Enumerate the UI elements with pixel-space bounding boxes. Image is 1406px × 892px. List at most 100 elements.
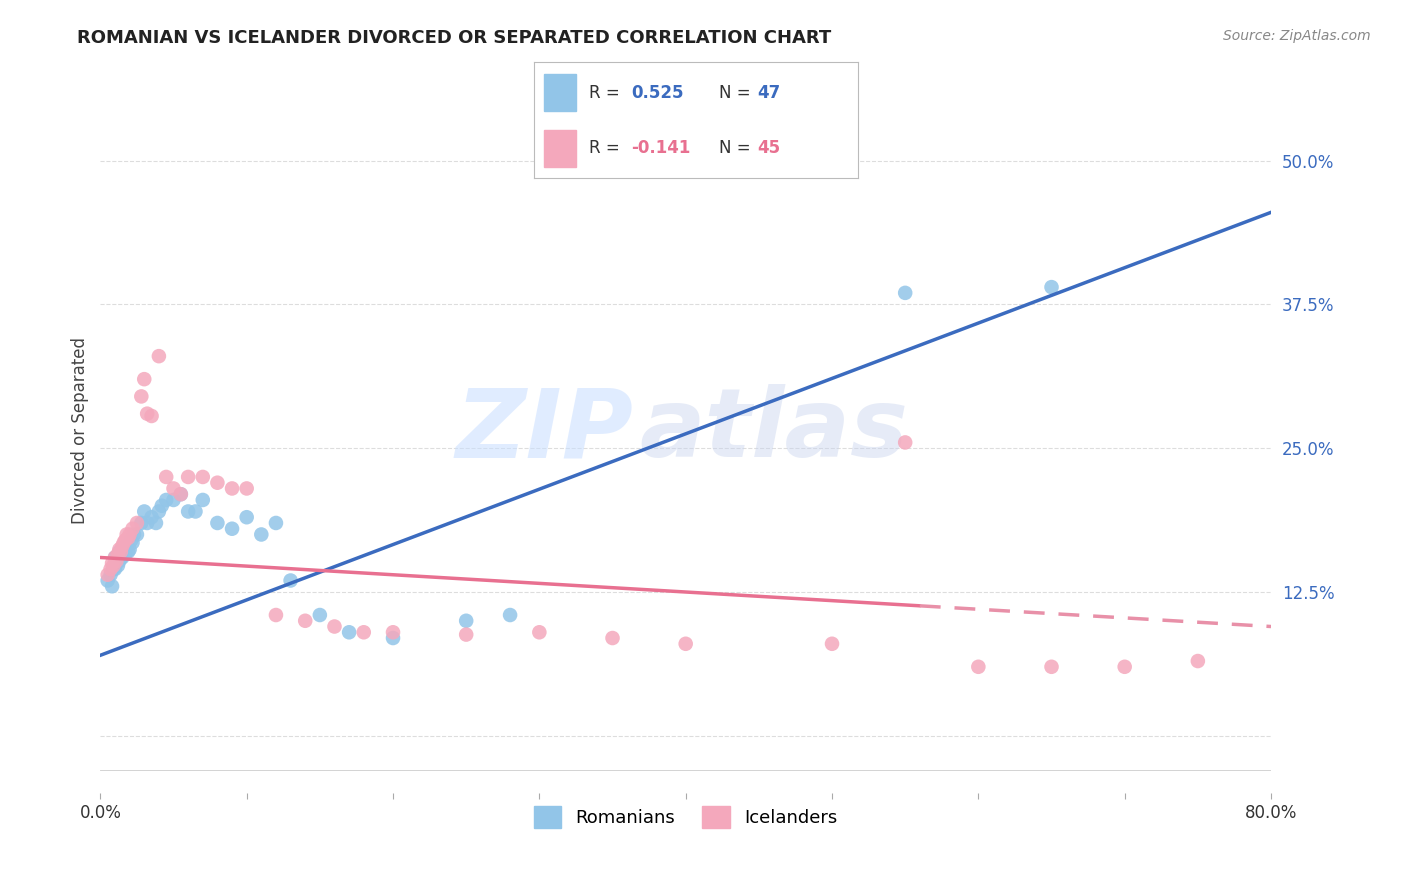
Y-axis label: Divorced or Separated: Divorced or Separated: [72, 337, 89, 524]
Point: [264, 607, 287, 622]
Point: [1114, 660, 1136, 674]
Point: [131, 389, 153, 403]
Point: [105, 556, 128, 570]
Point: [221, 482, 243, 496]
Point: [112, 535, 135, 549]
Point: [104, 550, 127, 565]
Point: [121, 535, 143, 549]
Legend: Romanians, Icelanders: Romanians, Icelanders: [527, 798, 845, 835]
Point: [382, 631, 405, 645]
Point: [1187, 654, 1209, 668]
Bar: [544, 129, 576, 167]
Point: [115, 527, 138, 541]
Point: [104, 562, 127, 576]
Point: [382, 625, 405, 640]
Point: [155, 470, 177, 484]
Point: [101, 579, 124, 593]
Text: R =: R =: [589, 139, 626, 157]
Point: [675, 637, 697, 651]
Text: 0.525: 0.525: [631, 84, 683, 102]
Point: [141, 409, 163, 423]
Point: [207, 516, 229, 530]
Point: [105, 554, 128, 568]
Point: [110, 550, 132, 565]
Point: [337, 625, 360, 640]
Point: [104, 550, 127, 565]
Point: [134, 372, 156, 386]
Point: [499, 607, 522, 622]
Point: [117, 531, 139, 545]
Point: [134, 504, 156, 518]
Point: [118, 542, 141, 557]
Point: [107, 547, 129, 561]
Point: [97, 574, 120, 588]
Point: [118, 527, 141, 541]
Text: ROMANIAN VS ICELANDER DIVORCED OR SEPARATED CORRELATION CHART: ROMANIAN VS ICELANDER DIVORCED OR SEPARA…: [77, 29, 831, 46]
Point: [602, 631, 624, 645]
Point: [108, 542, 131, 557]
Point: [108, 554, 131, 568]
Point: [235, 510, 257, 524]
Point: [162, 492, 184, 507]
Text: N =: N =: [718, 84, 755, 102]
Text: R =: R =: [589, 84, 626, 102]
Point: [111, 539, 134, 553]
Point: [221, 522, 243, 536]
Text: -0.141: -0.141: [631, 139, 690, 157]
Point: [145, 516, 167, 530]
Point: [184, 504, 207, 518]
Text: Source: ZipAtlas.com: Source: ZipAtlas.com: [1223, 29, 1371, 43]
Point: [162, 482, 184, 496]
Point: [141, 510, 163, 524]
Point: [114, 547, 136, 561]
Point: [967, 660, 990, 674]
Point: [1040, 660, 1063, 674]
Point: [529, 625, 551, 640]
Point: [894, 435, 917, 450]
Point: [108, 545, 131, 559]
Point: [111, 550, 134, 565]
Point: [821, 637, 844, 651]
Point: [125, 516, 148, 530]
Point: [170, 487, 193, 501]
Point: [170, 487, 193, 501]
Point: [120, 533, 142, 548]
Point: [191, 492, 214, 507]
Text: atlas: atlas: [638, 384, 908, 477]
Point: [97, 567, 120, 582]
Bar: [544, 74, 576, 112]
Point: [121, 522, 143, 536]
Point: [308, 607, 330, 622]
Point: [114, 533, 136, 548]
Point: [100, 567, 122, 582]
Point: [894, 285, 917, 300]
Point: [115, 539, 138, 553]
Point: [456, 614, 478, 628]
Text: N =: N =: [718, 139, 755, 157]
Point: [122, 527, 145, 541]
Point: [235, 482, 257, 496]
Point: [103, 558, 125, 573]
Point: [136, 407, 159, 421]
Point: [125, 527, 148, 541]
Point: [177, 470, 200, 484]
Text: 47: 47: [758, 84, 780, 102]
Point: [323, 619, 346, 633]
Point: [150, 499, 173, 513]
Point: [117, 545, 139, 559]
Point: [456, 627, 478, 641]
Point: [112, 545, 135, 559]
Point: [155, 492, 177, 507]
Point: [264, 516, 287, 530]
Point: [191, 470, 214, 484]
Point: [101, 556, 124, 570]
Point: [103, 562, 125, 576]
Point: [148, 349, 170, 363]
Point: [110, 545, 132, 559]
Point: [280, 574, 302, 588]
Point: [177, 504, 200, 518]
Point: [131, 516, 153, 530]
Text: 45: 45: [758, 139, 780, 157]
Point: [1040, 280, 1063, 294]
Point: [353, 625, 375, 640]
